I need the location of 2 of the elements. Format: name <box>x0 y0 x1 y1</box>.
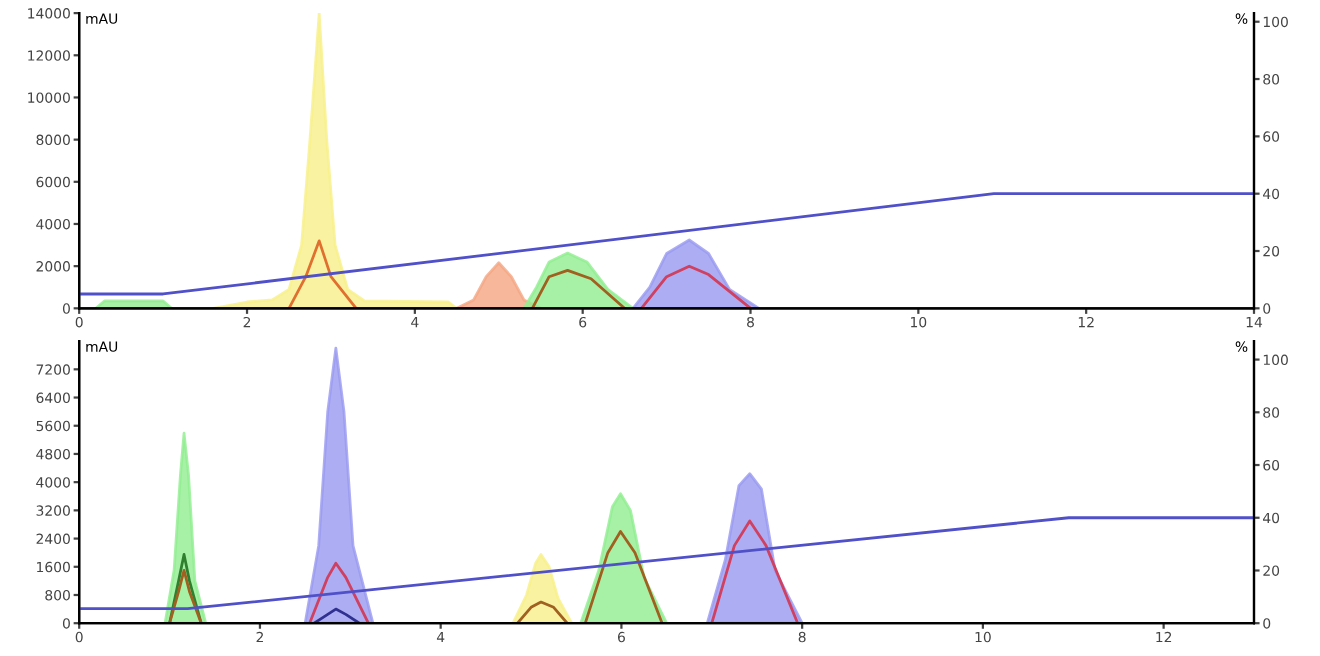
line-series <box>530 268 627 309</box>
line-series <box>640 264 752 309</box>
